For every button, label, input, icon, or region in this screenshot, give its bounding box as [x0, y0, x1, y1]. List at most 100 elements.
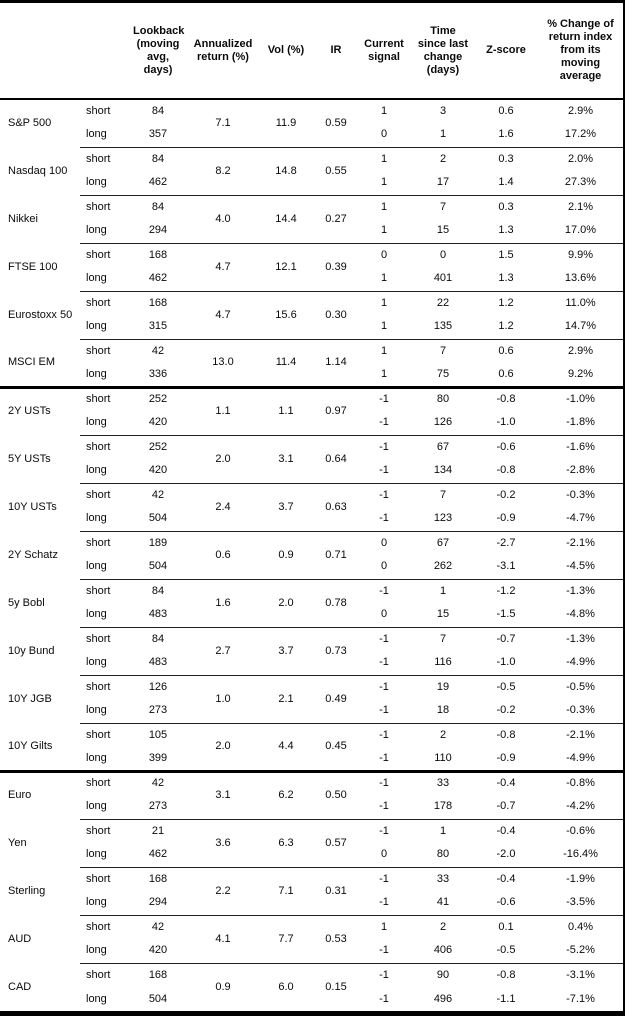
ir-value: 0.15: [325, 980, 347, 993]
pct-change-value: -0.3%: [566, 488, 595, 501]
asset-name: AUD: [8, 932, 32, 945]
ir-value: 0.45: [314, 723, 358, 773]
pct-change-value: 2.1%: [567, 200, 594, 213]
zscore-value: 1.6: [476, 123, 536, 148]
time-since-value: 3: [439, 105, 447, 117]
table-row: Yen short 21 3.6 6.3 0.57 -1 1 -0.4 -0.6…: [0, 819, 623, 868]
pct-change-value: -2.1%: [566, 536, 595, 549]
leg-label: long: [80, 507, 128, 532]
ir-value: 0.78: [314, 579, 358, 628]
signal-value: -1: [379, 440, 389, 453]
momentum-table: Lookback (moving avg, days) Annualized r…: [0, 3, 623, 1011]
pct-change-value: -1.3%: [566, 632, 595, 645]
signal-value: -1: [358, 411, 410, 436]
leg-label: short: [86, 968, 111, 981]
ir-value: 0.57: [314, 819, 358, 868]
signal-value: 1: [358, 267, 410, 292]
ir-value: 0.55: [314, 147, 358, 196]
asset-group: 10Y JGB short 126 1.0 2.1 0.49 -1 19 -0.…: [0, 675, 623, 724]
lookback-value: 273: [128, 795, 188, 820]
table-row: Euro short 42 3.1 6.2 0.50 -1 33 -0.4 -0…: [0, 771, 623, 820]
signal-value: 1: [380, 200, 388, 213]
lookback-value: 420: [128, 939, 188, 964]
annualized-return-value: 2.4: [188, 483, 258, 532]
table-row: long 273 -1 18 -0.2 -0.3%: [0, 699, 623, 724]
vol-value: 4.4: [258, 723, 314, 773]
table-header: Lookback (moving avg, days) Annualized r…: [0, 3, 623, 100]
signal-value: -1: [379, 728, 389, 741]
signal-value: 0: [358, 555, 410, 580]
lookback-value: 84: [151, 200, 165, 213]
asset-name: 10Y JGB: [8, 692, 52, 705]
zscore-value: 0.6: [498, 105, 514, 117]
signal-value: -1: [358, 939, 410, 964]
table-row: long 315 1 135 1.2 14.7%: [0, 315, 623, 340]
annualized-return-value: 8.2: [188, 147, 258, 196]
table-row: 2Y Schatz short 189 0.6 0.9 0.71 0 67 -2…: [0, 531, 623, 580]
annualized-return-value: 0.6: [188, 531, 258, 580]
ir-value: 0.30: [314, 291, 358, 340]
leg-label: long: [86, 992, 107, 1005]
asset-group: 10Y Gilts short 105 2.0 4.4 0.45 -1 2 -0…: [0, 723, 623, 773]
time-since-value: 135: [410, 315, 476, 340]
asset-name: 5Y USTs: [8, 452, 51, 465]
lookback-value: 84: [151, 105, 165, 117]
ir-value: 0.50: [314, 771, 358, 820]
pct-change-value: 11.0%: [565, 296, 596, 309]
table-row: long 462 0 80 -2.0 -16.4%: [0, 843, 623, 868]
leg-label: long: [80, 411, 128, 436]
asset-name: 10Y Gilts: [0, 723, 80, 773]
zscore-value: -0.8: [496, 728, 516, 741]
zscore-value: -0.8: [476, 459, 536, 484]
pct-change-value: -1.8%: [536, 411, 623, 436]
asset-name: 5y Bobl: [8, 596, 45, 609]
leg-label: short: [86, 296, 111, 309]
table-row: Eurostoxx 50 short 168 4.7 15.6 0.30 1 2…: [0, 291, 623, 340]
asset-name: 2Y Schatz: [8, 548, 58, 561]
table-row: long 294 1 15 1.3 17.0%: [0, 219, 623, 244]
asset-name: Nikkei: [8, 212, 38, 225]
lookback-value: 357: [128, 123, 188, 148]
time-since-value: 123: [410, 507, 476, 532]
asset-group: Sterling short 168 2.2 7.1 0.31 -1 33 -0…: [0, 867, 623, 916]
table-row: 5Y USTs short 252 2.0 3.1 0.64 -1 67 -0.…: [0, 435, 623, 484]
time-since-value: 17: [410, 171, 476, 196]
column-header-vol: Vol (%): [258, 3, 314, 100]
zscore-value: 1.5: [498, 248, 514, 261]
pct-change-value: 2.9%: [567, 105, 594, 117]
zscore-value: 0.1: [498, 920, 514, 933]
asset-group: 10Y USTs short 42 2.4 3.7 0.63 -1 7 -0.2…: [0, 483, 623, 532]
zscore-value: 1.2: [498, 296, 514, 309]
ir-value: 0.53: [314, 915, 358, 964]
time-since-value: 7: [439, 344, 447, 357]
annualized-return-value: 4.7: [188, 291, 258, 340]
signal-value: -1: [358, 747, 410, 773]
vol-value: 3.7: [258, 627, 314, 676]
leg-label: short: [86, 632, 111, 645]
signal-value: 0: [380, 248, 388, 261]
time-since-value: 19: [436, 680, 450, 693]
asset-name: 10y Bund: [8, 644, 55, 657]
table-row: 5y Bobl short 84 1.6 2.0 0.78 -1 1 -1.2 …: [0, 579, 623, 628]
signal-value: -1: [358, 651, 410, 676]
zscore-value: -0.9: [476, 747, 536, 773]
leg-label: short: [86, 536, 111, 549]
vol-value: 12.1: [258, 243, 314, 292]
zscore-value: 1.2: [476, 315, 536, 340]
zscore-value: -0.4: [496, 872, 516, 885]
vol-value: 11.9: [258, 99, 314, 148]
lookback-value: 399: [128, 747, 188, 773]
time-since-value: 496: [433, 992, 453, 1005]
vol-value: 14.4: [258, 195, 314, 244]
leg-label: long: [80, 459, 128, 484]
pct-change-value: -4.8%: [536, 603, 623, 628]
pct-change-value: -1.6%: [566, 440, 595, 453]
pct-change-value: -2.1%: [566, 728, 595, 741]
time-since-value: 116: [410, 651, 476, 676]
annualized-return-value: 4.1: [188, 915, 258, 964]
lookback-value: 189: [148, 536, 168, 549]
time-since-value: 1: [439, 824, 447, 837]
pct-change-value: 9.9%: [567, 248, 594, 261]
annualized-return-value: 4.0: [188, 195, 258, 244]
time-since-value: 75: [410, 363, 476, 389]
